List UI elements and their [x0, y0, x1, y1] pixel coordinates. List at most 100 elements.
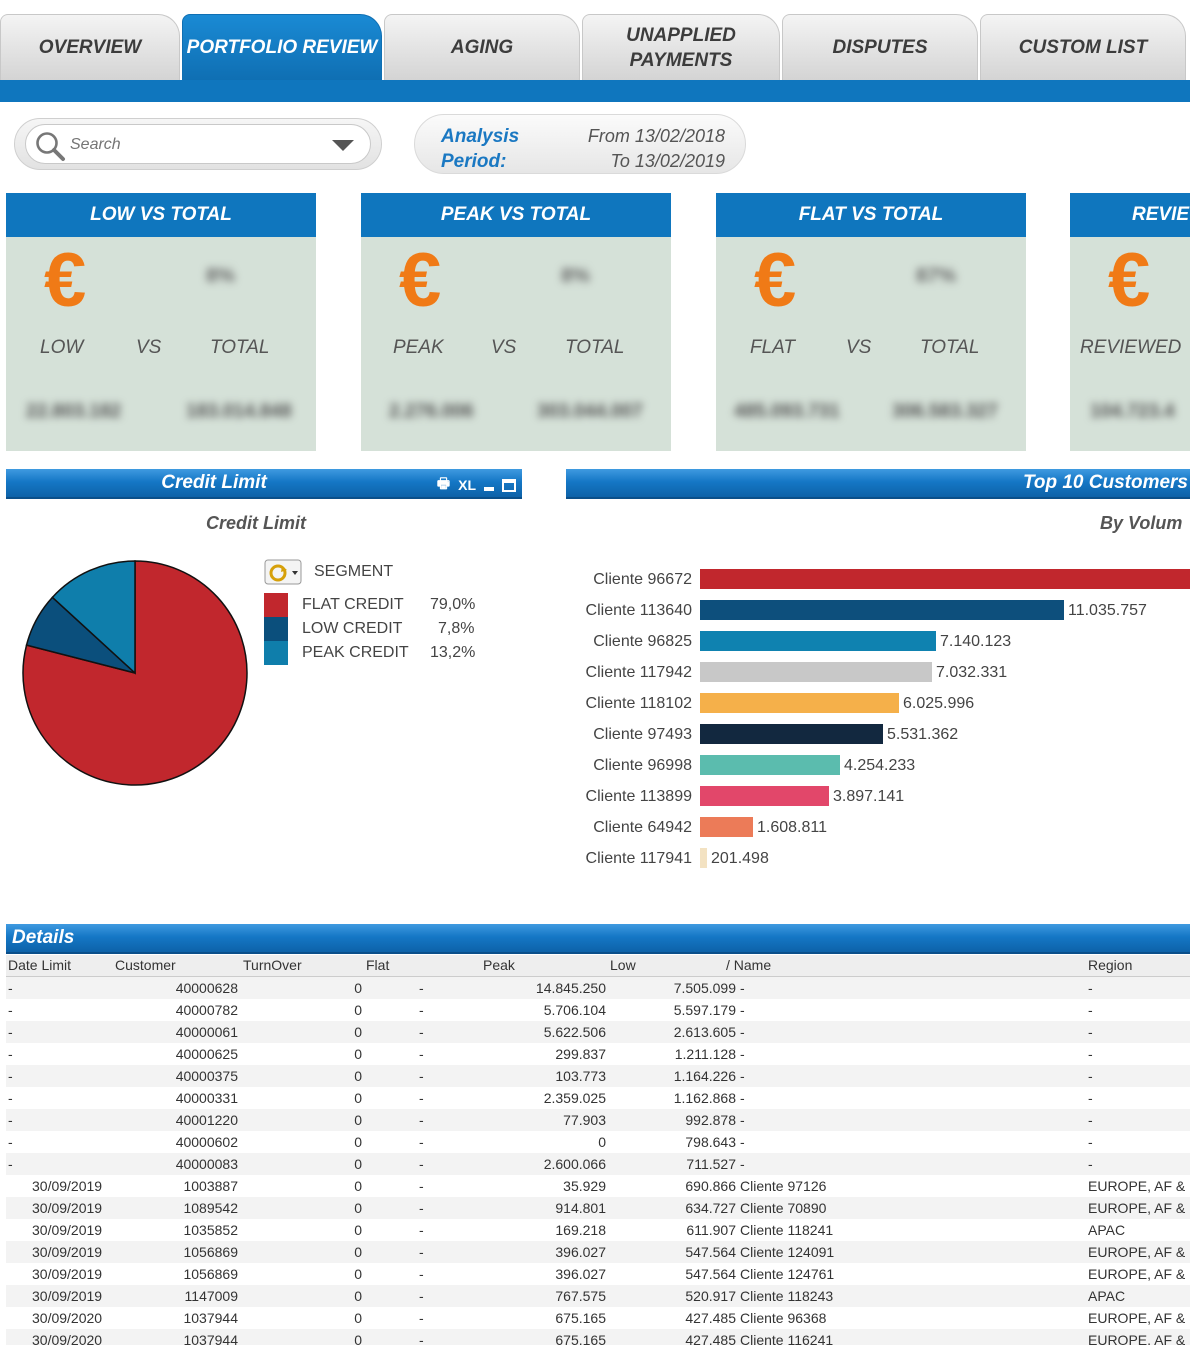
- euro-icon: €: [44, 238, 87, 323]
- table-row[interactable]: 30/09/2020 1037944 0-675.165 427.485 Cliente…: [6, 1329, 1190, 1345]
- legend-item-flat-credit[interactable]: FLAT CREDIT 79,0%: [264, 593, 475, 617]
- cell-flat: -: [419, 1200, 424, 1216]
- table-row[interactable]: 30/09/2019 1089542 0 - 914.801 634.727 Cliente…: [6, 1197, 1190, 1219]
- tab-unapplied-payments[interactable]: UNAPPLIED PAYMENTS: [582, 14, 780, 80]
- col-peak[interactable]: Peak: [483, 957, 515, 973]
- analysis-label: Analysis: [441, 126, 520, 147]
- cell-flat: -: [419, 1332, 424, 1345]
- excel-export-icon[interactable]: XL: [458, 477, 476, 493]
- cell-region: APAC: [1088, 1288, 1126, 1304]
- cell-peak: 77.903: [563, 1112, 606, 1128]
- bar[interactable]: [700, 755, 840, 775]
- cell-date-limit: 30/09/2020: [32, 1310, 103, 1326]
- credit-limit-header-title: Credit Limit: [161, 472, 267, 493]
- legend-item-peak-credit[interactable]: PEAK CREDIT 13,2%: [264, 641, 475, 665]
- tab-disputes[interactable]: DISPUTES: [782, 14, 978, 80]
- cell-region: -: [1088, 1046, 1093, 1062]
- table-row[interactable]: 30/09/2019 1056869 0 - 396.027 547.564 Cliente…: [6, 1263, 1190, 1285]
- cell-flat: -: [419, 1178, 424, 1194]
- tab-aging[interactable]: AGING: [384, 14, 580, 80]
- minimize-icon[interactable]: [484, 487, 494, 491]
- cell-name: -: [740, 1156, 745, 1172]
- bar[interactable]: [700, 848, 707, 868]
- kpi-words: LOW VS TOTAL: [6, 337, 316, 361]
- bar-value-label: 201.498: [711, 850, 769, 867]
- table-row[interactable]: -40000331 0-2.359.025 1.162.868- -: [6, 1087, 1190, 1109]
- cell-region: EUROPE, AF &: [1088, 1332, 1186, 1345]
- cell-turnover: 0: [354, 1266, 362, 1282]
- table-row[interactable]: -40000625 0-299.837 1.211.128- -: [6, 1043, 1190, 1065]
- tab-custom-list[interactable]: CUSTOM LIST: [980, 14, 1186, 80]
- kpi-title: FLAT VS TOTAL: [716, 193, 1026, 237]
- table-row[interactable]: 30/09/2019 1147009 0 - 767.575 520.917 Cliente…: [6, 1285, 1190, 1307]
- col-date-limit[interactable]: Date Limit: [8, 957, 72, 973]
- tab-portfolio-review[interactable]: PORTFOLIO REVIEW: [182, 14, 382, 80]
- search-input[interactable]: [70, 133, 320, 157]
- bar[interactable]: [700, 600, 1064, 620]
- analysis-period-label: Analysis Period:: [441, 124, 519, 174]
- kpi-words: REVIEWED: [1070, 337, 1190, 361]
- table-row[interactable]: 30/09/2019 1056869 0 - 396.027 547.564 Cliente…: [6, 1241, 1190, 1263]
- cell-turnover: 0: [354, 1200, 362, 1216]
- col-name[interactable]: / Name: [726, 957, 772, 973]
- pie-slice-peak-credit[interactable]: [51, 560, 136, 675]
- table-row[interactable]: 30/09/2020 1037944 0-675.165 427.485 Cliente…: [6, 1307, 1190, 1329]
- bar-category-label: Cliente 96998: [593, 757, 692, 774]
- bar[interactable]: [700, 724, 883, 744]
- table-row[interactable]: -40001220 0-77.903 992.878- -: [6, 1109, 1190, 1131]
- legend-item-low-credit[interactable]: LOW CREDIT 7,8%: [264, 617, 474, 641]
- bar[interactable]: [700, 662, 932, 682]
- kpi-low-vs-total: LOW VS TOTAL € 8% LOW VS TOTAL 22.803.18…: [6, 193, 316, 451]
- tab-overview[interactable]: OVERVIEW: [0, 14, 180, 80]
- table-row[interactable]: -40000628 0-14.845.250 7.505.099- -: [6, 977, 1190, 999]
- bar[interactable]: [700, 569, 1190, 589]
- cell-name: -: [740, 1046, 745, 1062]
- bar-category-label: Cliente 118102: [585, 695, 692, 712]
- table-row[interactable]: -40000782 0-5.706.104 5.597.179- -: [6, 999, 1190, 1021]
- cell-turnover: 0: [354, 1024, 362, 1040]
- print-icon[interactable]: 🖶: [436, 475, 451, 491]
- pie-slice-flat-credit[interactable]: [22, 560, 248, 786]
- cell-peak: 675.165: [555, 1310, 606, 1326]
- top10-header-title: Top 10 Customers: [1022, 472, 1188, 493]
- cell-date-limit: -: [8, 1002, 13, 1018]
- bar[interactable]: [700, 693, 899, 713]
- bar[interactable]: [700, 786, 829, 806]
- chevron-down-icon[interactable]: [332, 140, 354, 151]
- col-region[interactable]: Region: [1088, 957, 1133, 973]
- col-turnover[interactable]: TurnOver: [243, 957, 302, 973]
- cell-peak: 2.600.066: [543, 1156, 606, 1172]
- cell-name: Cliente 70890: [740, 1200, 827, 1216]
- kpi-left-value: 22.803.182: [26, 401, 122, 422]
- col-low[interactable]: Low: [610, 957, 636, 973]
- cell-name: Cliente 118243: [740, 1288, 834, 1304]
- cell-low: 690.866: [685, 1178, 736, 1194]
- cell-peak: 5.622.506: [543, 1024, 606, 1040]
- cell-peak: 396.027: [555, 1244, 606, 1260]
- table-row[interactable]: 30/09/2019 1035852 0 - 169.218 611.907 Cliente…: [6, 1219, 1190, 1241]
- legend-label: LOW CREDIT: [302, 620, 403, 637]
- bar-value-label: 4.254.233: [844, 757, 916, 774]
- cell-date-limit: -: [8, 1024, 13, 1040]
- cell-date-limit: -: [8, 1046, 13, 1062]
- col-customer[interactable]: Customer: [115, 957, 176, 973]
- search-field[interactable]: [25, 124, 371, 164]
- cell-peak: 675.165: [555, 1332, 606, 1345]
- legend-title: SEGMENT: [314, 563, 394, 580]
- credit-limit-pie-chart: [22, 560, 248, 786]
- cycle-icon[interactable]: [264, 559, 302, 585]
- table-row[interactable]: -40000083 0-2.600.066 711.527- -: [6, 1153, 1190, 1175]
- kpi-left-value: 104.723.4: [1090, 401, 1175, 422]
- table-row[interactable]: 30/09/2019 1003887 0 - 35.929 690.866 Cliente …: [6, 1175, 1190, 1197]
- cell-name: -: [740, 1090, 745, 1106]
- kpi-percent: 8%: [561, 265, 590, 287]
- table-row[interactable]: -40000602 0-0 798.643- -: [6, 1131, 1190, 1153]
- maximize-icon[interactable]: [502, 478, 516, 492]
- cell-turnover: 0: [354, 1134, 362, 1150]
- table-row[interactable]: -40000061 0-5.622.506 2.613.605- -: [6, 1021, 1190, 1043]
- table-row[interactable]: -40000375 0-103.773 1.164.226- -: [6, 1065, 1190, 1087]
- cell-name: -: [740, 980, 745, 996]
- bar[interactable]: [700, 631, 936, 651]
- bar[interactable]: [700, 817, 753, 837]
- col-flat[interactable]: Flat: [366, 957, 390, 973]
